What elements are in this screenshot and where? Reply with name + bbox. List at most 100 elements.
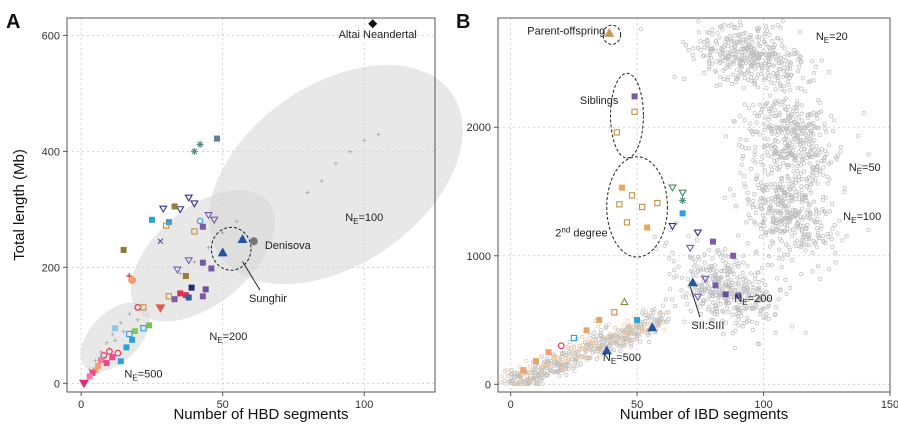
simulated-point (808, 182, 813, 187)
sample-markers (520, 27, 742, 374)
simulated-point (568, 351, 573, 357)
y-tick-label: 600 (42, 30, 60, 42)
simulated-point (750, 319, 755, 324)
simulated-point (769, 154, 774, 159)
simulated-point (723, 40, 728, 45)
simulated-point (753, 177, 758, 182)
simulated-point (753, 66, 758, 71)
simulated-point (844, 234, 849, 239)
simulated-point (728, 22, 733, 27)
simulated-point (562, 355, 567, 361)
simulated-point (724, 36, 729, 41)
simulated-point (764, 230, 769, 235)
simulated-point (771, 71, 776, 76)
simulated-point (756, 341, 761, 346)
sample-marker (140, 325, 147, 332)
simulated-point (727, 61, 732, 66)
simulated-point (698, 288, 703, 293)
simulated-point (688, 269, 693, 274)
simulated-point (638, 339, 643, 344)
sample-marker (109, 354, 116, 361)
simulated-point (752, 56, 758, 62)
sample-marker (611, 309, 618, 316)
y-tick-label: 1000 (467, 251, 491, 263)
simulated-point (781, 84, 787, 89)
simulated-point (807, 161, 812, 166)
simulated-point (726, 263, 731, 268)
simulated-point (768, 209, 773, 214)
simulated-point (762, 121, 767, 126)
simulated-point (799, 147, 804, 152)
simulated-point: + (192, 258, 197, 267)
simulated-point (732, 41, 737, 46)
simulated-point (728, 269, 733, 274)
simulated-point (707, 53, 712, 58)
simulated-point (609, 340, 614, 345)
simulated-point (818, 220, 823, 225)
group-ellipse (610, 72, 644, 159)
sample-marker (148, 216, 155, 223)
simulated-point (721, 269, 726, 274)
simulated-point (806, 231, 811, 236)
simulated-point (715, 312, 720, 317)
sample-marker (184, 194, 194, 203)
simulated-point (700, 266, 705, 271)
simulated-point (780, 201, 785, 206)
sample-marker (701, 275, 710, 284)
simulated-point (803, 330, 808, 335)
simulated-point: + (99, 347, 104, 356)
simulated-point (784, 155, 789, 161)
x-tick-label: 100 (355, 399, 373, 411)
simulated-point (504, 368, 509, 373)
simulated-point (662, 243, 667, 248)
simulated-point (770, 239, 775, 244)
simulated-point (594, 333, 599, 338)
simulated-point (809, 128, 814, 133)
cluster-NE=20 (638, 19, 866, 116)
sample-marker (208, 265, 215, 272)
simulated-point (825, 181, 830, 186)
simulated-point (780, 256, 785, 261)
sample-marker (140, 304, 147, 311)
simulated-point (763, 75, 768, 80)
sample-marker (730, 252, 737, 259)
simulated-point (739, 63, 744, 68)
sample-marker (175, 206, 185, 214)
sample-marker (177, 290, 184, 297)
simulated-point (705, 53, 710, 58)
simulated-point (794, 224, 799, 229)
simulated-point (766, 317, 771, 322)
simulated-point (732, 39, 737, 44)
simulated-point (718, 254, 724, 259)
simulated-point (729, 39, 734, 44)
sample-marker (128, 276, 137, 285)
simulated-point (775, 71, 780, 76)
simulated-point (786, 179, 791, 184)
simulated-point (811, 238, 816, 243)
simulated-point: + (348, 147, 353, 156)
simulated-point (814, 112, 819, 117)
panel-label: A (6, 11, 20, 33)
annotation-label-base: N (734, 293, 742, 305)
simulated-point (672, 75, 677, 80)
simulated-point (763, 31, 768, 36)
simulated-point (709, 266, 714, 271)
simulated-point (628, 338, 633, 343)
simulated-point (719, 268, 724, 274)
simulated-point (740, 53, 745, 58)
simulated-point (714, 268, 719, 274)
simulated-point (664, 240, 669, 245)
simulated-point (748, 271, 753, 276)
simulated-point (790, 324, 795, 329)
simulated-point (776, 198, 781, 203)
sample-marker (202, 286, 209, 293)
simulated-point (801, 122, 806, 127)
simulated-point (766, 56, 771, 61)
simulated-point (788, 218, 793, 223)
simulated-point (778, 195, 783, 200)
simulated-point (726, 56, 731, 62)
simulated-point (739, 23, 744, 28)
simulated-point (739, 281, 744, 286)
simulated-point (766, 117, 771, 122)
simulated-point (709, 264, 714, 269)
